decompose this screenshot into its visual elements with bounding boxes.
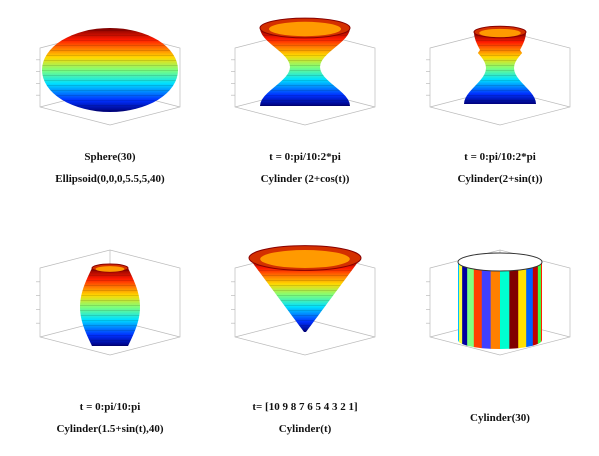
barrel-bands — [80, 268, 140, 346]
cylinder-stripe — [541, 252, 543, 352]
cylinder-top — [458, 253, 542, 271]
cone-inner — [260, 250, 350, 268]
figure: Sphere(30) Ellipsoid(0,0,0,5.5,5,40) t = 0… — [0, 0, 599, 456]
cylinder-stripe — [538, 252, 542, 352]
barrel-inner — [96, 266, 125, 272]
hourglass-bands — [260, 28, 350, 106]
caption-line: Ellipsoid(0,0,0,5.5,5,40) — [55, 173, 165, 185]
plots — [36, 18, 570, 355]
caption-line: Sphere(30) — [84, 151, 135, 163]
caption-line: t = 0:pi/10:2*pi — [464, 151, 536, 163]
caption-line: t = 0:pi/10:2*pi — [269, 151, 341, 163]
ellipsoid-bands — [42, 28, 178, 112]
hourglass-inner — [269, 22, 341, 36]
caption-line: Cylinder(30) — [470, 412, 530, 424]
vase-bands — [464, 32, 536, 104]
caption-line: t= [10 9 8 7 6 5 4 3 2 1] — [252, 401, 357, 413]
cylinder-stripe — [459, 252, 463, 352]
caption-line: Cylinder (2+cos(t)) — [261, 173, 350, 185]
caption-line: Cylinder(t) — [279, 423, 332, 435]
caption-line: t = 0:pi/10:pi — [80, 401, 141, 413]
caption-line: Cylinder(1.5+sin(t),40) — [56, 423, 163, 435]
caption-line: Cylinder(2+sin(t)) — [457, 173, 542, 185]
vase-inner — [479, 29, 521, 37]
